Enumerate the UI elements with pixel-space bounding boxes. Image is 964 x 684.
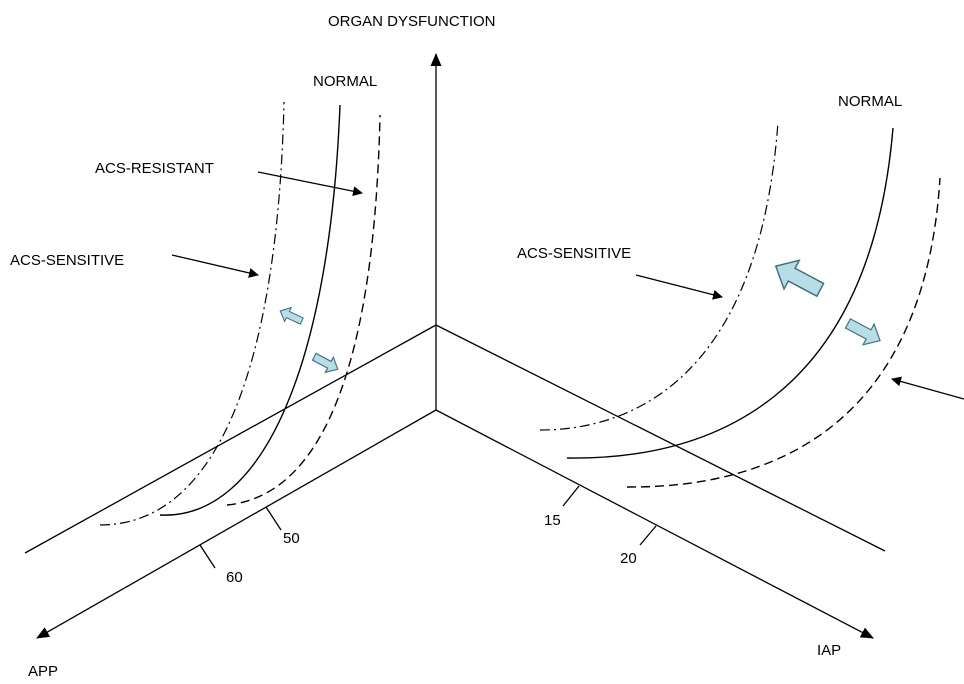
- right-shift-arrow-sensitive: [774, 259, 825, 298]
- left-sensitive-curve: [99, 101, 285, 526]
- iap-tick-20: [639, 525, 657, 546]
- left-sensitive-label: ACS-SENSITIVE: [10, 252, 125, 269]
- iap-tick-label-15: 15: [544, 512, 561, 529]
- app-tick-60: [199, 544, 216, 569]
- app-axis: [36, 409, 437, 639]
- back-plane-right-line: [435, 324, 886, 552]
- right-sensitive-pointer: [635, 274, 723, 300]
- right-sensitive-label: ACS-SENSITIVE: [517, 245, 632, 262]
- iap-tick-15: [562, 485, 580, 507]
- right-resistant-pointer: [891, 376, 964, 400]
- iap-tick-label-20: 20: [620, 550, 637, 567]
- left-shift-arrow-sensitive: [279, 306, 304, 325]
- organ-dysfunction-axis-label: ORGAN DYSFUNCTION: [328, 13, 496, 30]
- left-resistant-label: ACS-RESISTANT: [95, 160, 214, 177]
- left-shift-arrow-resistant: [311, 352, 339, 374]
- left-resistant-pointer: [257, 171, 363, 197]
- app-tick-50: [265, 506, 282, 531]
- back-plane-left-line: [24, 324, 437, 554]
- iap-axis: [435, 409, 874, 639]
- left-resistant-curve: [226, 114, 381, 506]
- right-normal-curve: [566, 127, 894, 459]
- right-shift-arrow-resistant: [844, 318, 881, 346]
- right-resistant-curve: [626, 177, 941, 488]
- app-axis-label: APP: [28, 663, 59, 680]
- iap-axis-label: IAP: [817, 642, 842, 659]
- left-normal-label: NORMAL: [313, 73, 378, 90]
- app-tick-label-60: 60: [226, 569, 243, 586]
- left-normal-curve: [159, 104, 341, 516]
- app-tick-label-50: 50: [283, 530, 300, 547]
- right-sensitive-curve: [539, 121, 779, 431]
- right-normal-label: NORMAL: [838, 93, 903, 110]
- left-sensitive-pointer: [171, 254, 259, 278]
